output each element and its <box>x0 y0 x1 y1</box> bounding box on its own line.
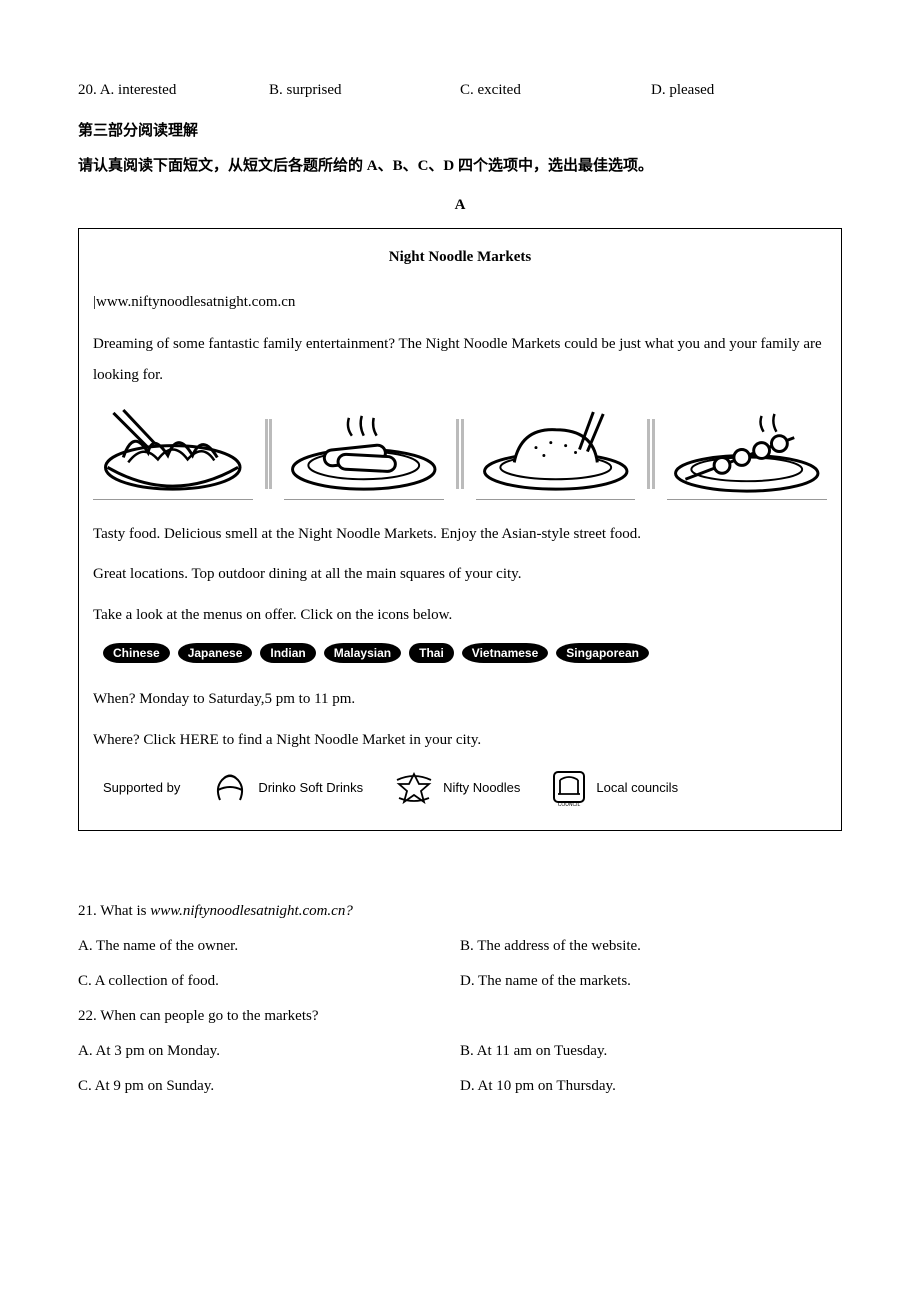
q20-option-a[interactable]: 20. A. interested <box>78 80 269 101</box>
q21-option-c[interactable]: C. A collection of food. <box>78 971 460 992</box>
q20-option-d[interactable]: D. pleased <box>651 80 842 101</box>
passage-intro: Dreaming of some fantastic family entert… <box>93 329 827 392</box>
drinko-logo-icon <box>210 770 250 806</box>
q21-url: www.niftynoodlesatnight.com.cn? <box>150 903 353 919</box>
cuisine-pill[interactable]: Chinese <box>103 643 170 663</box>
q21-option-d[interactable]: D. The name of the markets. <box>460 971 842 992</box>
cuisine-pill[interactable]: Singaporean <box>556 643 649 663</box>
q22-option-a[interactable]: A. At 3 pm on Monday. <box>78 1041 460 1062</box>
passage-label: A <box>78 195 842 216</box>
q22-option-d[interactable]: D. At 10 pm on Thursday. <box>460 1076 842 1097</box>
q22: 22. When can people go to the markets? A… <box>78 1006 842 1097</box>
q21-text: 21. What is www.niftynoodlesatnight.com.… <box>78 901 842 922</box>
sponsor-item: COUNCIL Local councils <box>550 768 678 808</box>
passage-box: Night Noodle Markets |www.niftynoodlesat… <box>78 228 842 831</box>
spring-rolls-icon <box>284 408 444 500</box>
q21: 21. What is www.niftynoodlesatnight.com.… <box>78 901 842 992</box>
council-logo-icon: COUNCIL <box>550 768 588 808</box>
q20-options-row: 20. A. interested B. surprised C. excite… <box>78 80 842 101</box>
q20-opt-a-text: A. interested <box>100 82 177 98</box>
divider-icon <box>265 419 273 489</box>
q20-option-b[interactable]: B. surprised <box>269 80 460 101</box>
passage-line3: Take a look at the menus on offer. Click… <box>93 601 827 630</box>
q21-option-b[interactable]: B. The address of the website. <box>460 936 842 957</box>
instruction-text: 请认真阅读下面短文，从短文后各题所给的 A、B、C、D 四个选项中，选出最佳选项… <box>78 156 842 177</box>
passage-line2: Great locations. Top outdoor dining at a… <box>93 560 827 589</box>
q20-option-c[interactable]: C. excited <box>460 80 651 101</box>
skewers-icon <box>667 408 827 500</box>
cuisine-pill[interactable]: Thai <box>409 643 454 663</box>
sponsor-name: Nifty Noodles <box>443 779 520 797</box>
noodle-bowl-icon <box>93 408 253 500</box>
q22-option-b[interactable]: B. At 11 am on Tuesday. <box>460 1041 842 1062</box>
cuisine-pill[interactable]: Japanese <box>178 643 253 663</box>
q22-text: 22. When can people go to the markets? <box>78 1006 842 1027</box>
passage-where: Where? Click HERE to find a Night Noodle… <box>93 726 827 755</box>
cuisine-pill[interactable]: Vietnamese <box>462 643 549 663</box>
q21-prefix: 21. What is <box>78 903 150 919</box>
nifty-logo-icon <box>393 770 435 806</box>
passage-title: Night Noodle Markets <box>93 247 827 268</box>
sponsor-item: Drinko Soft Drinks <box>210 770 363 806</box>
q20-num: 20. <box>78 82 97 98</box>
divider-icon <box>647 419 655 489</box>
passage-line1: Tasty food. Delicious smell at the Night… <box>93 520 827 549</box>
cuisine-pills-row: Chinese Japanese Indian Malaysian Thai V… <box>103 643 827 663</box>
cuisine-pill[interactable]: Malaysian <box>324 643 401 663</box>
passage-url: |www.niftynoodlesatnight.com.cn <box>93 288 827 317</box>
sponsor-item: Nifty Noodles <box>393 770 520 806</box>
passage-when: When? Monday to Saturday,5 pm to 11 pm. <box>93 685 827 714</box>
svg-text:COUNCIL: COUNCIL <box>558 802 581 808</box>
supported-by-row: Supported by Drinko Soft Drinks Nifty No… <box>93 768 827 808</box>
food-illustration-row <box>93 408 827 500</box>
supported-by-label: Supported by <box>103 779 180 797</box>
section-title: 第三部分阅读理解 <box>78 121 842 142</box>
sponsor-name: Drinko Soft Drinks <box>258 779 363 797</box>
q21-option-a[interactable]: A. The name of the owner. <box>78 936 460 957</box>
q22-option-c[interactable]: C. At 9 pm on Sunday. <box>78 1076 460 1097</box>
cuisine-pill[interactable]: Indian <box>260 643 315 663</box>
rice-bowl-icon <box>476 408 636 500</box>
divider-icon <box>456 419 464 489</box>
sponsor-name: Local councils <box>596 779 678 797</box>
